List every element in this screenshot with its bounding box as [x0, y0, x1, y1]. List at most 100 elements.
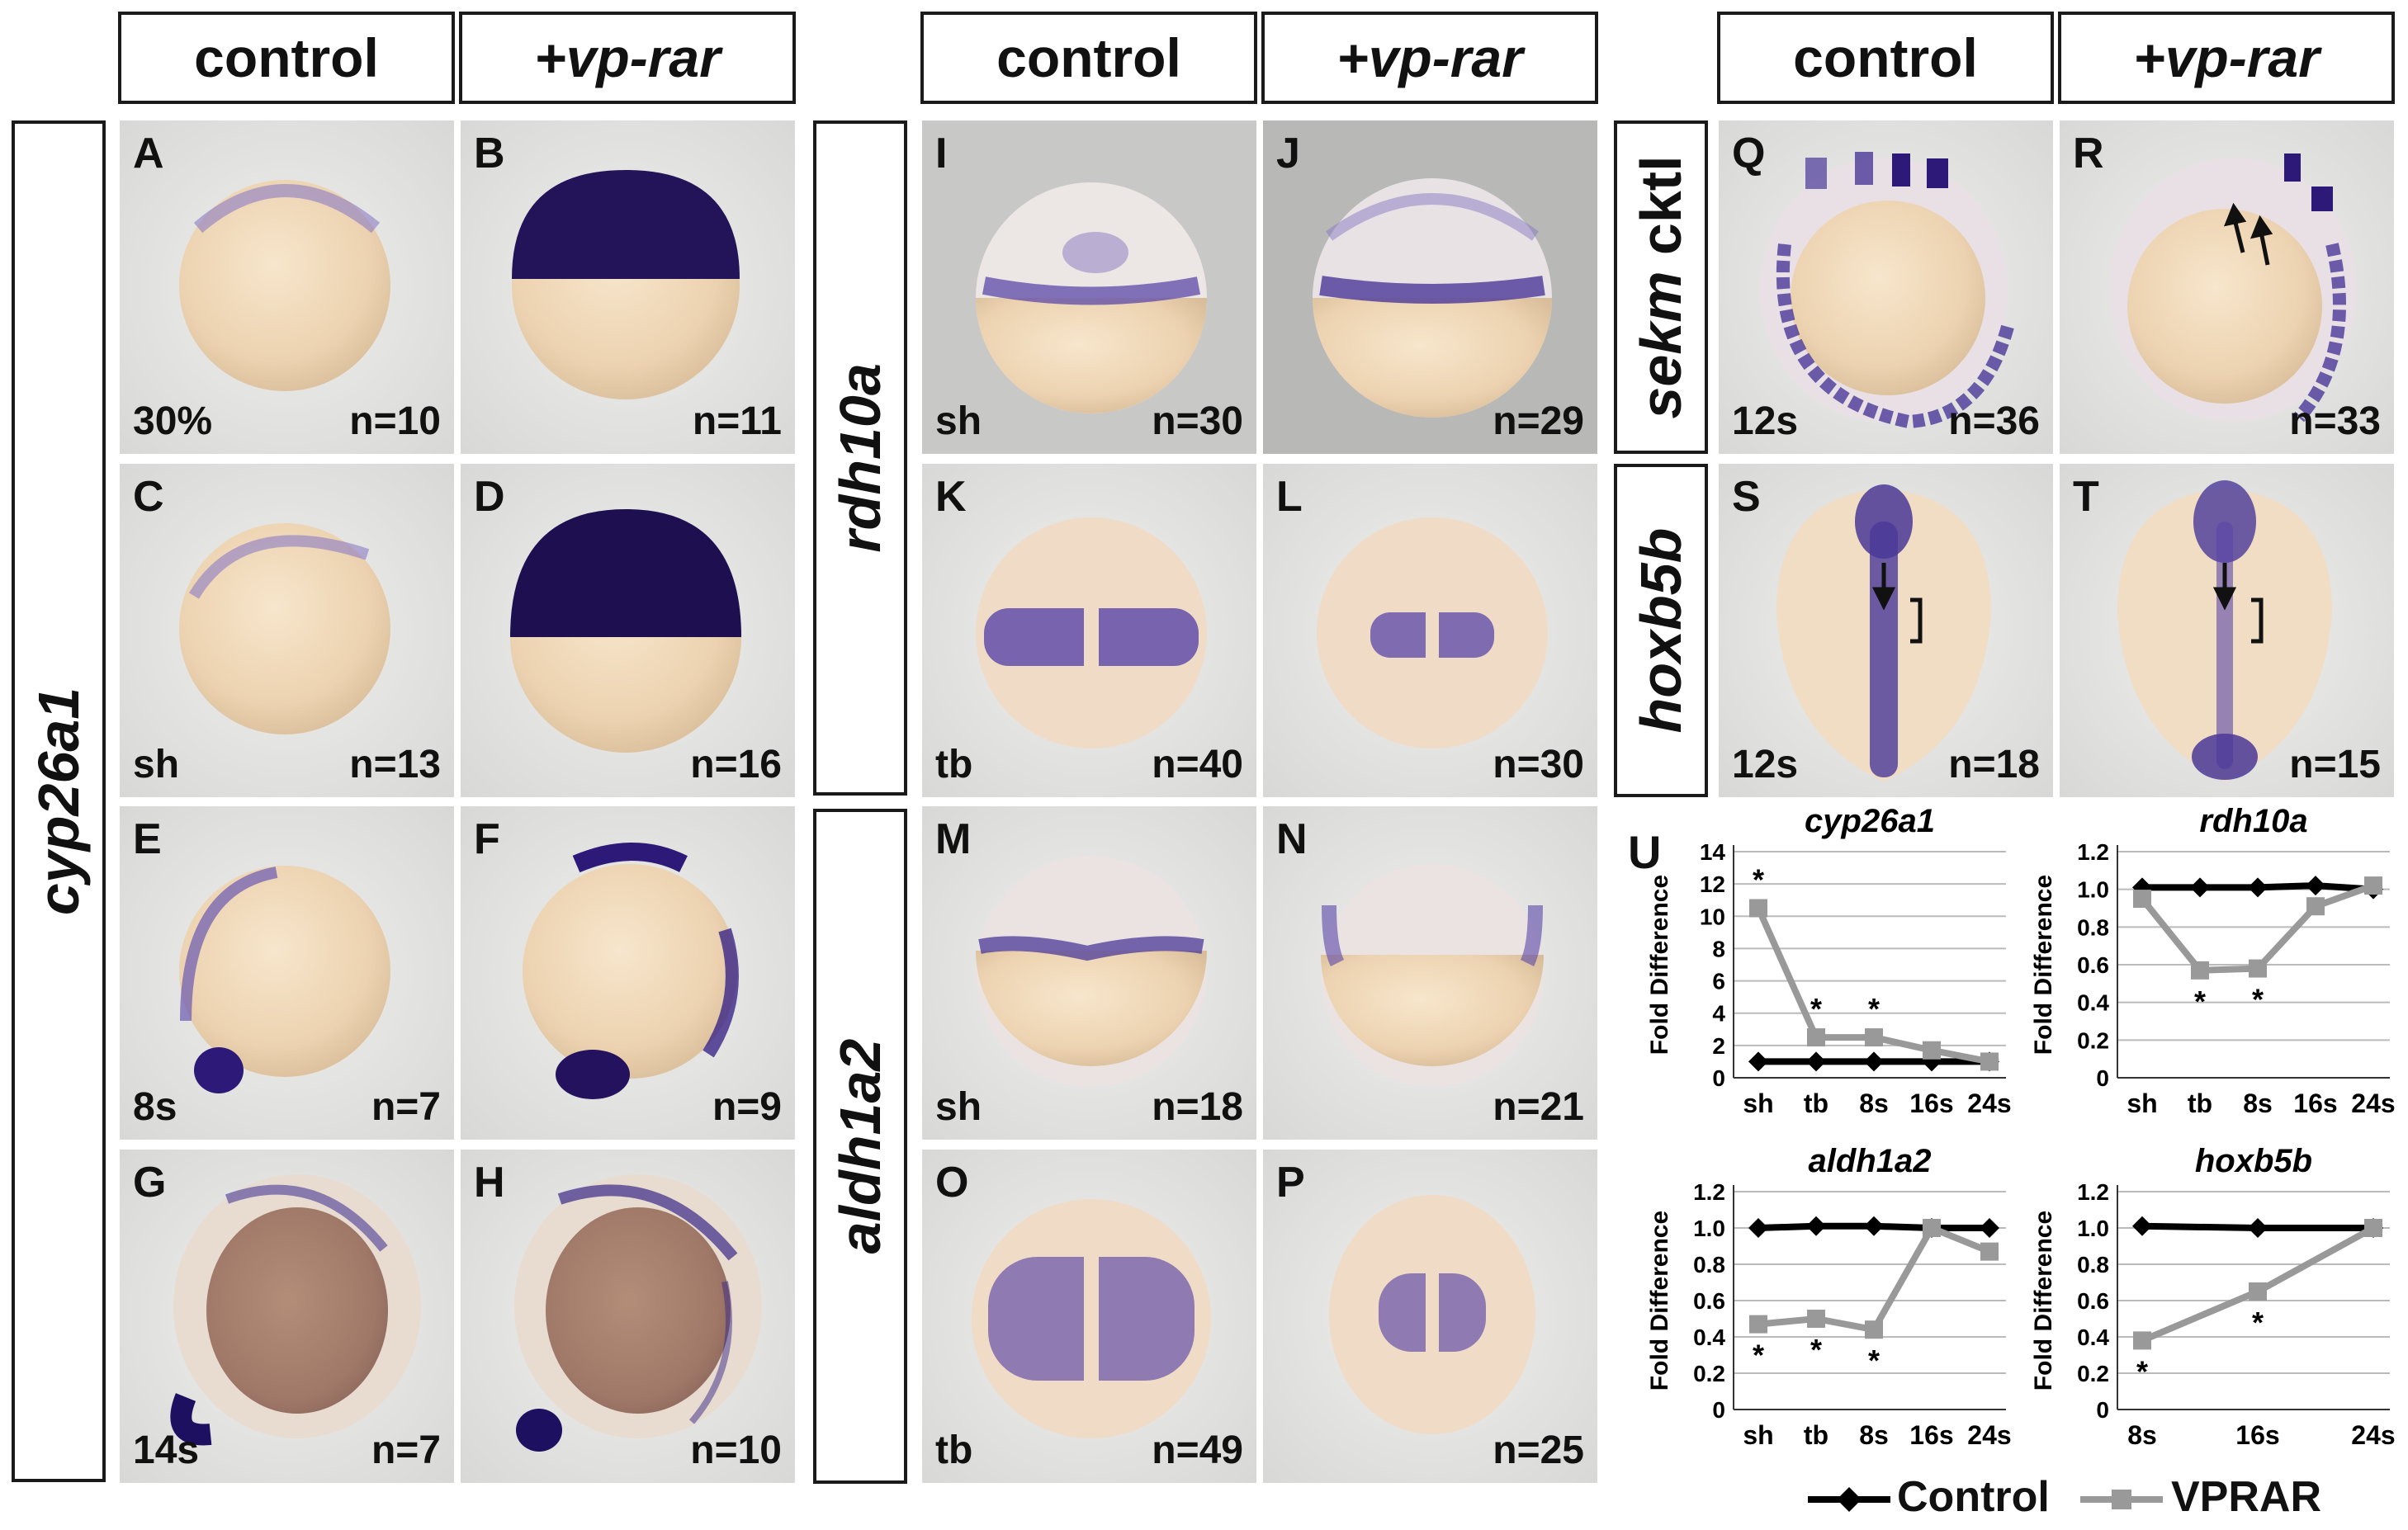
- panel-E: E 8s n=7: [120, 806, 454, 1140]
- data-point-vprar: [2306, 897, 2325, 916]
- significance-star: *: [1753, 1339, 1764, 1372]
- significance-star: *: [2252, 983, 2264, 1017]
- panel-letter: T: [2073, 473, 2099, 521]
- data-point-vprar: [1807, 1310, 1825, 1328]
- data-point-vprar: [1865, 1320, 1883, 1339]
- data-point-control: [2132, 1216, 2152, 1236]
- header-control-2: control: [920, 12, 1257, 104]
- bracket-icon: [2251, 597, 2264, 644]
- panel-O: O tb n=49: [922, 1150, 1256, 1483]
- y-axis-label: Fold Difference: [1646, 1211, 1673, 1391]
- header-vp-rar-2: +vp-rar: [1261, 12, 1598, 104]
- panel-stage: sh: [935, 399, 982, 443]
- arrow-icon: [1871, 563, 1896, 611]
- significance-star: *: [2194, 985, 2206, 1018]
- y-axis-label: Fold Difference: [2030, 1211, 2057, 1391]
- arrow-icon: [2223, 202, 2273, 266]
- panel-letter-U: U: [1628, 826, 1662, 878]
- panel-n: n=25: [1493, 1428, 1584, 1472]
- y-tick-label: 1.0: [2077, 1216, 2109, 1241]
- panel-stage: sh: [935, 1085, 982, 1129]
- panel-letter: L: [1276, 473, 1303, 521]
- panel-I: I sh n=30: [922, 120, 1256, 454]
- panel-letter: J: [1276, 130, 1300, 177]
- significance-star: *: [1868, 1343, 1880, 1377]
- chart-hoxb5b: hoxb5b Fold Difference 0 0.2 0.4 0.6 0.8 1.0 1.2…: [2030, 1143, 2396, 1450]
- bracket-icon: [1910, 597, 1923, 644]
- y-tick-label: 2: [1712, 1033, 1725, 1059]
- data-point-control: [1864, 1216, 1884, 1236]
- panel-n: n=16: [690, 743, 782, 786]
- x-tick-label: 8s: [1859, 1088, 1889, 1118]
- panel-stage: 30%: [133, 399, 213, 443]
- gene-label-rdh10a-box: rdh10a: [813, 120, 907, 796]
- panel-n: n=18: [1152, 1085, 1243, 1129]
- y-tick-label: 0.6: [1693, 1288, 1725, 1314]
- gene-label-cyp26a1-box: cyp26a1: [12, 120, 106, 1482]
- panel-P: P n=25: [1263, 1150, 1597, 1483]
- x-tick-label: 16s: [2293, 1088, 2337, 1118]
- x-tick-label: 8s: [1859, 1420, 1889, 1450]
- panel-n: n=10: [349, 399, 441, 443]
- x-tick-label: 8s: [2243, 1088, 2273, 1118]
- panel-G: G 14s n=7: [120, 1150, 454, 1483]
- chart-cyp26a1: cyp26a1 Fold Difference 0 2 4 6 8 10 12 14 sh tb 8s 1…: [1646, 803, 2012, 1118]
- panel-L: L n=30: [1263, 464, 1597, 797]
- y-tick-label: 0.8: [2077, 1252, 2109, 1277]
- data-point-vprar: [1980, 1242, 1999, 1261]
- y-tick-label: 1.2: [2077, 839, 2109, 865]
- x-tick-label: sh: [2127, 1088, 2157, 1118]
- panel-letter: H: [474, 1159, 505, 1207]
- panel-n: n=30: [1493, 743, 1584, 786]
- chart-legend: Control VPRAR: [1800, 1471, 2394, 1528]
- panel-letter: R: [2073, 130, 2104, 177]
- data-point-vprar: [1923, 1041, 1941, 1060]
- panel-letter: O: [935, 1159, 969, 1207]
- data-point-vprar: [1807, 1028, 1825, 1047]
- chart-title: cyp26a1: [1805, 803, 1935, 839]
- gene-label-aldh1a2-box: aldh1a2: [813, 809, 907, 1484]
- x-tick-label: sh: [1743, 1088, 1773, 1118]
- significance-star: *: [1810, 1333, 1822, 1367]
- panel-n: n=29: [1493, 399, 1584, 443]
- data-point-control: [1980, 1218, 1999, 1238]
- x-tick-label: 16s: [1909, 1088, 1953, 1118]
- x-tick-label: 24s: [1967, 1420, 2011, 1450]
- panel-N: N n=21: [1263, 806, 1597, 1140]
- data-point-control: [1748, 1218, 1768, 1238]
- gene-label-cyp26a1: cyp26a1: [26, 687, 91, 916]
- panel-K: K tb n=40: [922, 464, 1256, 797]
- y-tick-label: 0.8: [1693, 1252, 1725, 1277]
- chart-title: aldh1a2: [1809, 1143, 1932, 1179]
- panel-n: n=36: [1948, 399, 2040, 443]
- y-tick-label: 0.2: [2077, 1027, 2109, 1053]
- y-tick-label: 0: [2096, 1397, 2109, 1423]
- y-tick-label: 0.4: [1693, 1325, 1725, 1350]
- data-point-vprar: [2364, 876, 2382, 895]
- chart-title: hoxb5b: [2195, 1143, 2312, 1179]
- panel-letter: F: [474, 815, 500, 863]
- panel-n: n=40: [1152, 743, 1243, 786]
- gene-label-hoxb5b-box: hoxb5b: [1614, 464, 1708, 797]
- y-tick-label: 14: [1700, 839, 1726, 865]
- panel-stage: 14s: [133, 1428, 200, 1472]
- panel-n: n=18: [1948, 743, 2040, 786]
- chart-aldh1a2: aldh1a2 Fold Difference 0 0.2 0.4 0.6 0.8 1.0 1.…: [1646, 1143, 2012, 1450]
- data-point-vprar: [1749, 1315, 1767, 1334]
- panel-n: n=7: [371, 1428, 441, 1472]
- y-tick-label: 0: [1712, 1397, 1725, 1423]
- x-tick-label: tb: [1804, 1088, 1828, 1118]
- data-point-vprar: [1865, 1028, 1883, 1047]
- x-tick-label: tb: [1804, 1420, 1828, 1450]
- panel-n: n=30: [1152, 399, 1243, 443]
- x-tick-label: 24s: [2351, 1088, 2395, 1118]
- data-point-vprar: [2249, 1282, 2267, 1301]
- y-tick-label: 0.4: [2077, 990, 2109, 1016]
- y-tick-label: 1.2: [1693, 1179, 1725, 1205]
- arrow-icon: [2212, 563, 2237, 611]
- data-point-vprar: [2133, 890, 2151, 909]
- header-control-3: control: [1717, 12, 2054, 104]
- panel-D: D n=16: [461, 464, 795, 797]
- gene-label-hoxb5b: hoxb5b: [1629, 527, 1693, 734]
- panel-n: n=49: [1152, 1428, 1243, 1472]
